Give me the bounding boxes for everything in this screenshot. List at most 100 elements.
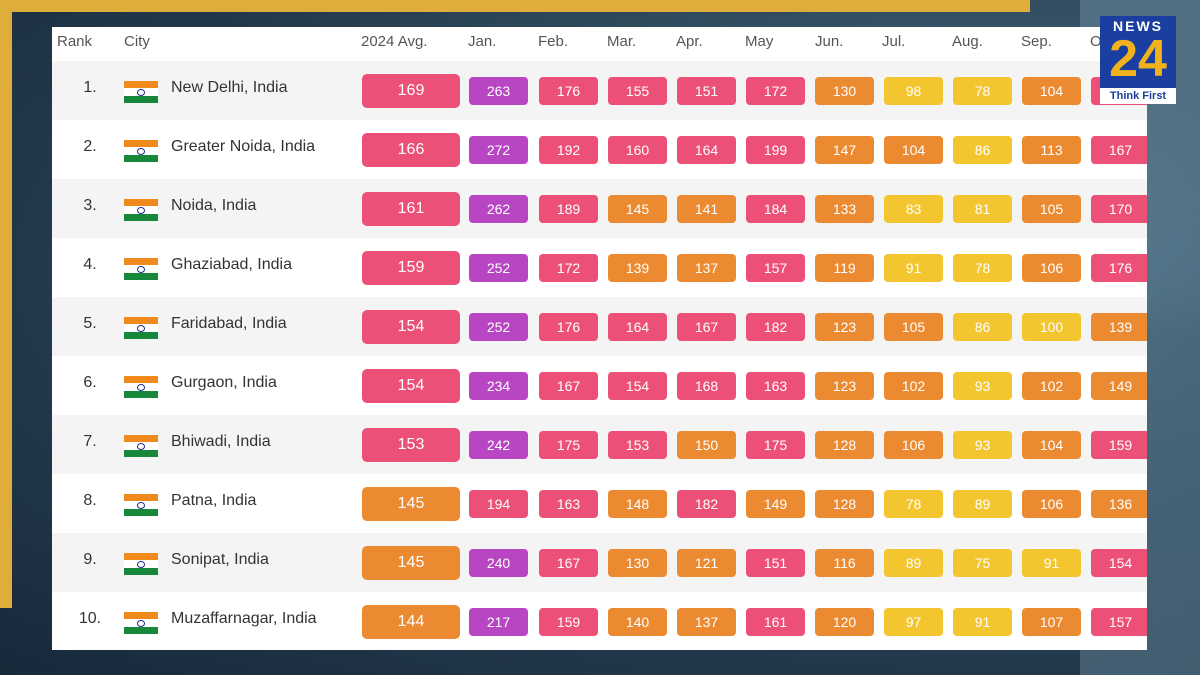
- frame-left-bar: [0, 0, 12, 608]
- month-value-badge: 106: [884, 431, 943, 459]
- month-value-badge: 263: [469, 77, 528, 105]
- city-name: Sonipat, India: [171, 551, 269, 568]
- rank-cell: 5.: [83, 315, 97, 332]
- month-value-badge: 160: [608, 136, 667, 164]
- month-header: Aug.: [952, 33, 983, 50]
- avg-badge: 161: [362, 192, 460, 226]
- city-name: Muzaffarnagar, India: [171, 610, 317, 627]
- table-row: 3. Noida, India 161 262 189 145 141 184 133 83 81 1…: [52, 179, 1147, 238]
- avg-badge: 144: [362, 605, 460, 639]
- india-flag-icon: [124, 199, 158, 221]
- month-value-badge: 78: [884, 490, 943, 518]
- month-value-badge: 104: [1022, 77, 1081, 105]
- table-row: 10. Muzaffarnagar, India 144 217 159 140 137 16…: [52, 592, 1147, 650]
- table-row: 1. New Delhi, India 169 263 176 155 151 172 130 9…: [52, 61, 1147, 120]
- month-value-badge: 137: [677, 608, 736, 636]
- month-value-badge: 149: [746, 490, 805, 518]
- month-value-badge: 78: [953, 254, 1012, 282]
- month-value-badge: 137: [677, 254, 736, 282]
- india-flag-icon: [124, 81, 158, 103]
- month-header: Feb.: [538, 33, 569, 50]
- month-value-badge: 145: [608, 195, 667, 223]
- month-value-badge: 262: [469, 195, 528, 223]
- month-value-badge: 252: [469, 254, 528, 282]
- logo-tagline: Think First: [1100, 88, 1176, 104]
- city-name: Bhiwadi, India: [171, 433, 271, 450]
- city-name: Noida, India: [171, 197, 257, 214]
- month-value-badge: 163: [746, 372, 805, 400]
- month-header: May: [745, 33, 774, 50]
- month-value-badge: 234: [469, 372, 528, 400]
- month-value-badge: 139: [608, 254, 667, 282]
- month-value-badge: 157: [1091, 608, 1147, 636]
- month-value-badge: 120: [815, 608, 874, 636]
- month-value-badge: 147: [815, 136, 874, 164]
- month-value-badge: 167: [677, 313, 736, 341]
- rank-cell: 6.: [83, 374, 97, 391]
- table-row: 2. Greater Noida, India 166 272 192 160 164 199…: [52, 120, 1147, 179]
- rank-cell: 3.: [83, 197, 97, 214]
- month-value-badge: 192: [539, 136, 598, 164]
- month-value-badge: 167: [539, 549, 598, 577]
- month-value-badge: 139: [1091, 313, 1147, 341]
- logo-news-text: NEWS: [1113, 18, 1163, 34]
- ranking-table: Rank City 2024 Avg. Jan. Feb. Mar. Apr. May J…: [52, 27, 1147, 650]
- india-flag-icon: [124, 317, 158, 339]
- month-value-badge: 151: [677, 77, 736, 105]
- month-value-badge: 121: [677, 549, 736, 577]
- rank-cell: 7.: [83, 433, 97, 450]
- month-value-badge: 155: [608, 77, 667, 105]
- month-value-badge: 136: [1091, 490, 1147, 518]
- india-flag-icon: [124, 435, 158, 457]
- rank-cell: 4.: [83, 256, 97, 273]
- month-value-badge: 157: [746, 254, 805, 282]
- month-value-badge: 167: [539, 372, 598, 400]
- table-header: Rank City 2024 Avg. Jan. Feb. Mar. Apr. May J…: [52, 27, 1147, 59]
- city-name: Greater Noida, India: [171, 138, 316, 155]
- table-row: 5. Faridabad, India 154 252 176 164 167 182 123 1…: [52, 297, 1147, 356]
- month-value-badge: 141: [677, 195, 736, 223]
- avg-badge: 154: [362, 310, 460, 344]
- india-flag-icon: [124, 376, 158, 398]
- month-value-badge: 130: [608, 549, 667, 577]
- avg-header: 2024 Avg.: [361, 33, 428, 50]
- table-row: 9. Sonipat, India 145 240 167 130 121 151 116 89 7…: [52, 533, 1147, 592]
- month-value-badge: 272: [469, 136, 528, 164]
- city-name: Patna, India: [171, 492, 257, 509]
- month-header: Sep.: [1021, 33, 1052, 50]
- avg-badge: 154: [362, 369, 460, 403]
- month-value-badge: 128: [815, 490, 874, 518]
- month-value-badge: 153: [608, 431, 667, 459]
- news24-logo: NEWS 24 Think First: [1100, 16, 1176, 104]
- month-value-badge: 199: [746, 136, 805, 164]
- month-value-badge: 105: [884, 313, 943, 341]
- month-value-badge: 97: [884, 608, 943, 636]
- month-value-badge: 176: [1091, 254, 1147, 282]
- month-value-badge: 217: [469, 608, 528, 636]
- month-value-badge: 123: [815, 372, 874, 400]
- month-value-badge: 172: [539, 254, 598, 282]
- month-value-badge: 164: [677, 136, 736, 164]
- month-value-badge: 104: [884, 136, 943, 164]
- month-value-badge: 98: [884, 77, 943, 105]
- month-header: Jun.: [815, 33, 844, 50]
- month-value-badge: 89: [884, 549, 943, 577]
- month-value-badge: 91: [1022, 549, 1081, 577]
- month-value-badge: 159: [1091, 431, 1147, 459]
- month-value-badge: 89: [953, 490, 1012, 518]
- month-value-badge: 154: [608, 372, 667, 400]
- month-value-badge: 184: [746, 195, 805, 223]
- month-value-badge: 116: [815, 549, 874, 577]
- month-value-badge: 133: [815, 195, 874, 223]
- month-value-badge: 176: [539, 313, 598, 341]
- logo-number: 24: [1109, 30, 1167, 88]
- table-row: 8. Patna, India 145 194 163 148 182 149 128 78 89 1…: [52, 474, 1147, 533]
- city-name: New Delhi, India: [171, 79, 288, 96]
- city-name: Gurgaon, India: [171, 374, 277, 391]
- city-header: City: [124, 33, 150, 50]
- month-value-badge: 102: [1022, 372, 1081, 400]
- month-value-badge: 176: [539, 77, 598, 105]
- month-value-badge: 148: [608, 490, 667, 518]
- month-value-badge: 119: [815, 254, 874, 282]
- month-value-badge: 86: [953, 313, 1012, 341]
